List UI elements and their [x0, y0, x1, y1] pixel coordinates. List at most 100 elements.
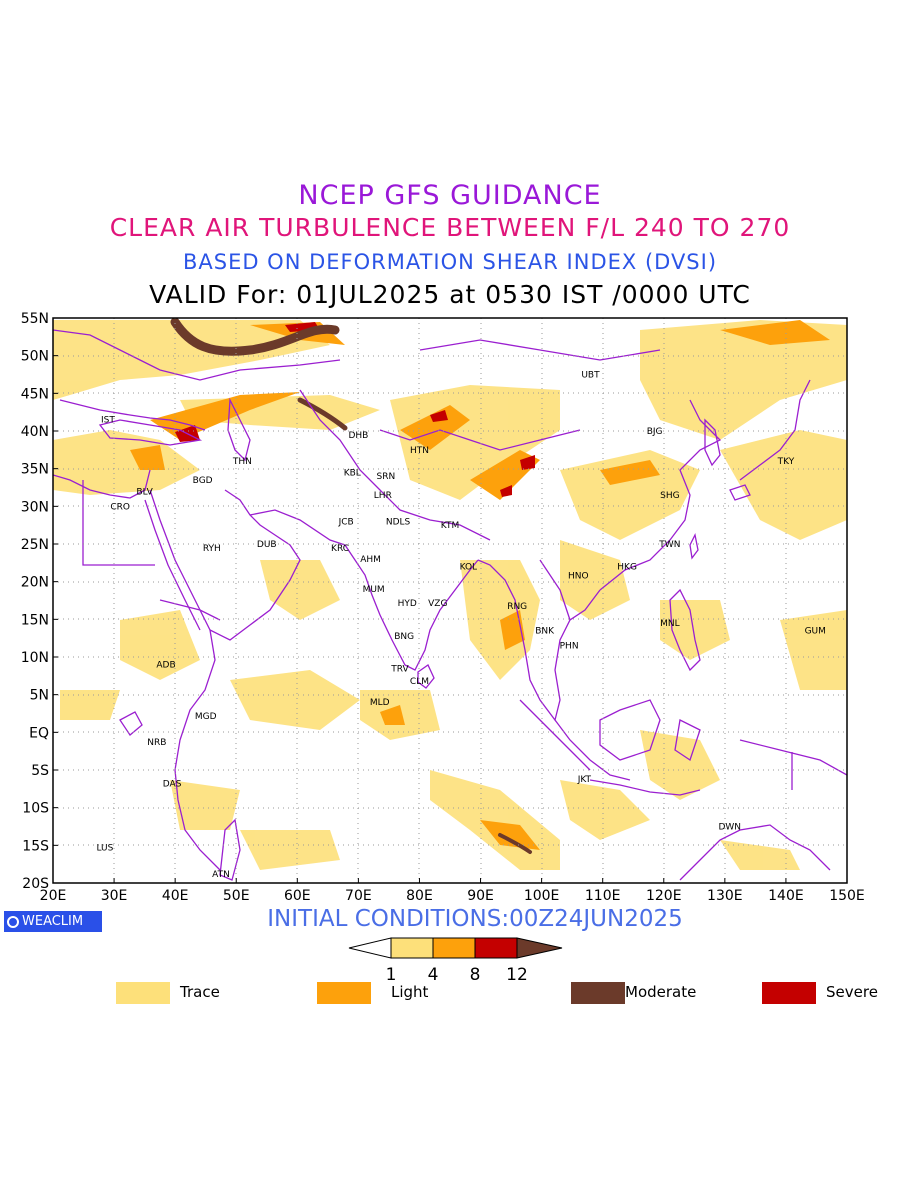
city-label-dub: DUB [257, 540, 277, 550]
longitude-label: 140E [768, 888, 804, 904]
coastlines [53, 329, 847, 881]
legend-moderate-label: Moderate [625, 983, 697, 1001]
city-label-hyd: HYD [398, 599, 417, 609]
longitude-labels: 20E 30E 40E 50E 60E 70E 80E 90E 100E 110E 120E 130E… [40, 878, 865, 904]
longitude-label: 90E [467, 888, 494, 904]
city-label-bjg: BJG [647, 427, 663, 437]
city-label-rng: RNG [507, 602, 527, 612]
latitude-label: 55N [21, 311, 49, 327]
city-label-phn: PHN [560, 642, 579, 652]
city-label-thn: THN [232, 457, 252, 467]
city-label-srn: SRN [377, 472, 396, 482]
city-label-kol: KOL [460, 563, 478, 573]
longitude-label: 40E [162, 888, 189, 904]
longitude-label: 110E [585, 888, 621, 904]
legend-light-label: Light [391, 983, 429, 1001]
colorbar-bin-light [432, 937, 476, 959]
colorbar-high-arrow [516, 937, 563, 959]
latitude-label: 10N [21, 650, 49, 666]
city-labels: UBT IST DHB BJG HTN THN KBL SRN TKY BGD BLV LHR SHG C… [96, 371, 825, 880]
longitude-label: 150E [829, 888, 865, 904]
latitude-label: 45N [21, 386, 49, 402]
latitude-label: 50N [21, 349, 49, 365]
latitude-label: 40N [21, 424, 49, 440]
latitude-label: 5N [30, 688, 49, 704]
title-valid-time: VALID For: 01JUL2025 at 0530 IST /0000 U… [149, 280, 751, 309]
city-label-ist: IST [101, 416, 115, 426]
legend-trace-swatch [116, 982, 170, 1004]
city-label-jkt: JKT [577, 775, 592, 785]
city-label-clm: CLM [410, 677, 429, 687]
city-label-ndls: NDLS [386, 517, 411, 527]
logo-text: WEACLIM [22, 914, 84, 929]
city-label-tky: TKY [777, 457, 795, 467]
title-product: CLEAR AIR TURBULENCE BETWEEN F/L 240 TO … [109, 213, 791, 242]
colorbar-bin-severe [474, 937, 518, 959]
legend-severe-swatch [762, 982, 816, 1004]
map-frame [52, 317, 848, 884]
longitude-label: 130E [707, 888, 743, 904]
city-label-htn: HTN [410, 446, 429, 456]
longitude-label: 80E [406, 888, 433, 904]
latitude-label: 10S [22, 801, 49, 817]
latitude-label: 35N [21, 462, 49, 478]
city-label-krc: KRC [331, 544, 349, 554]
longitude-label: 50E [223, 888, 250, 904]
city-label-kbl: KBL [344, 468, 361, 478]
initial-conditions: INITIAL CONDITIONS:00Z24JUN2025 [267, 906, 683, 932]
colorbar-tick: 12 [506, 965, 528, 985]
latitude-label: 30N [21, 499, 49, 515]
city-label-dwn: DWN [718, 823, 741, 833]
city-label-bgd: BGD [193, 476, 213, 486]
city-label-atn: ATN [212, 870, 230, 880]
city-label-gum: GUM [805, 627, 826, 637]
city-label-ahm: AHM [360, 555, 381, 565]
title-guidance: NCEP GFS GUIDANCE [298, 180, 602, 211]
city-label-blv: BLV [136, 487, 153, 497]
colorbar-low-arrow [348, 937, 392, 959]
colorbar-tick: 4 [428, 965, 439, 985]
colorbar-bin-trace [390, 937, 434, 959]
latitude-label: 5S [31, 763, 49, 779]
city-label-hkg: HKG [617, 563, 637, 573]
latitude-label: 25N [21, 537, 49, 553]
city-label-ubt: UBT [581, 371, 600, 381]
colorbar-tick: 1 [386, 965, 397, 985]
colorbar-tick: 8 [470, 965, 481, 985]
legend-severe-label: Severe [826, 983, 878, 1001]
turbulence-field [53, 318, 847, 870]
latitude-label: 15N [21, 612, 49, 628]
latitude-labels: 55N 50N 45N 40N 35N 30N 25N 20N 15N 10N 5N EQ 5S 10S 1… [21, 311, 58, 892]
city-label-jcb: JCB [338, 517, 354, 527]
weaclim-logo: WEACLIM [4, 911, 102, 932]
longitude-label: 120E [646, 888, 682, 904]
longitude-label: 20E [40, 888, 67, 904]
city-label-lhr: LHR [374, 491, 392, 501]
latitude-label: EQ [29, 725, 49, 741]
city-label-hno: HNO [568, 572, 589, 582]
latitude-label: 15S [22, 838, 49, 854]
city-label-ryh: RYH [203, 544, 221, 554]
city-label-bnk: BNK [535, 627, 555, 637]
city-label-mum: MUM [363, 585, 385, 595]
map-grid [53, 318, 847, 883]
city-label-mnl: MNL [660, 619, 680, 629]
legend-trace-label: Trace [180, 983, 220, 1001]
legend-moderate-swatch [571, 982, 625, 1004]
logo-circle-icon [7, 915, 19, 928]
city-label-mgd: MGD [195, 712, 217, 722]
city-label-mld: MLD [370, 698, 390, 708]
longitude-label: 60E [284, 888, 311, 904]
city-label-trv: TRV [390, 664, 409, 674]
city-label-ktm: KTM [441, 521, 459, 531]
longitude-label: 100E [524, 888, 560, 904]
city-label-dhb: DHB [348, 431, 368, 441]
latitude-label: 20S [22, 876, 49, 892]
longitude-label: 70E [345, 888, 372, 904]
longitude-label: 30E [101, 888, 128, 904]
color-bar: 1 4 8 12 [348, 937, 563, 985]
city-label-lus: LUS [96, 844, 113, 854]
latitude-label: 20N [21, 575, 49, 591]
city-label-cro: CRO [110, 502, 130, 512]
title-index: BASED ON DEFORMATION SHEAR INDEX (DVSI) [182, 250, 718, 274]
